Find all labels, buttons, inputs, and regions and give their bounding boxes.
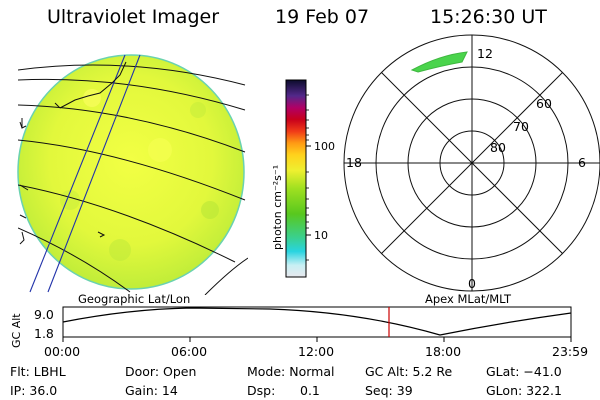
right-map-caption: Apex MLat/MLT — [425, 292, 512, 306]
altitude-curve — [62, 307, 572, 336]
mode-info: Mode: Normal — [247, 364, 335, 379]
mlt-label-0: 0 — [468, 276, 476, 291]
colorbar-unit-label: photon cm⁻²s⁻¹ — [271, 164, 284, 250]
ip-info: IP: 36.0 — [10, 383, 58, 398]
dsp-label: Dsp: — [247, 383, 276, 398]
colorbar-label-10: 10 — [314, 229, 328, 242]
lat-label-70: 70 — [513, 119, 529, 134]
mlt-label-12: 12 — [477, 46, 493, 61]
filter-info: Flt: LBHL — [10, 364, 66, 379]
gain-info: Gain: 14 — [125, 383, 178, 398]
time-tick-1200: 12:00 — [298, 344, 335, 359]
geo-longitude-info: GLon: 322.1 — [486, 383, 562, 398]
left-map-caption: Geographic Lat/Lon — [78, 292, 191, 306]
lat-label-80: 80 — [490, 140, 506, 155]
mlt-label-18: 18 — [346, 155, 362, 170]
auroral-emission — [410, 51, 468, 73]
geo-latitude-info: GLat: −41.0 — [486, 364, 562, 379]
observation-date: 19 Feb 07 — [275, 6, 370, 28]
polar-mlt-plot — [343, 34, 600, 292]
colorbar-scale — [285, 79, 307, 278]
geographic-grid — [18, 54, 248, 295]
instrument-title: Ultraviolet Imager — [47, 6, 220, 28]
altitude-ymin: 1.8 — [34, 326, 54, 341]
door-info: Door: Open — [125, 364, 197, 379]
observation-time: 15:26:30 UT — [430, 6, 547, 28]
time-tick-0600: 06:00 — [171, 344, 208, 359]
mlt-label-6: 6 — [578, 155, 586, 170]
time-tick-2359: 23:59 — [552, 344, 589, 359]
sequence-info: Seq: 39 — [365, 383, 413, 398]
time-tick-0000: 00:00 — [44, 344, 81, 359]
altitude-strip — [62, 306, 572, 342]
dsp-value: 0.1 — [300, 383, 320, 398]
altitude-ymax: 9.0 — [34, 307, 54, 322]
gc-altitude-info: GC Alt: 5.2 Re — [365, 364, 453, 379]
uv-image-disk — [17, 54, 245, 290]
colorbar-label-100: 100 — [314, 140, 335, 153]
lat-label-60: 60 — [536, 96, 552, 111]
altitude-ylabel: GC Alt — [10, 313, 23, 348]
time-tick-1800: 18:00 — [425, 344, 462, 359]
